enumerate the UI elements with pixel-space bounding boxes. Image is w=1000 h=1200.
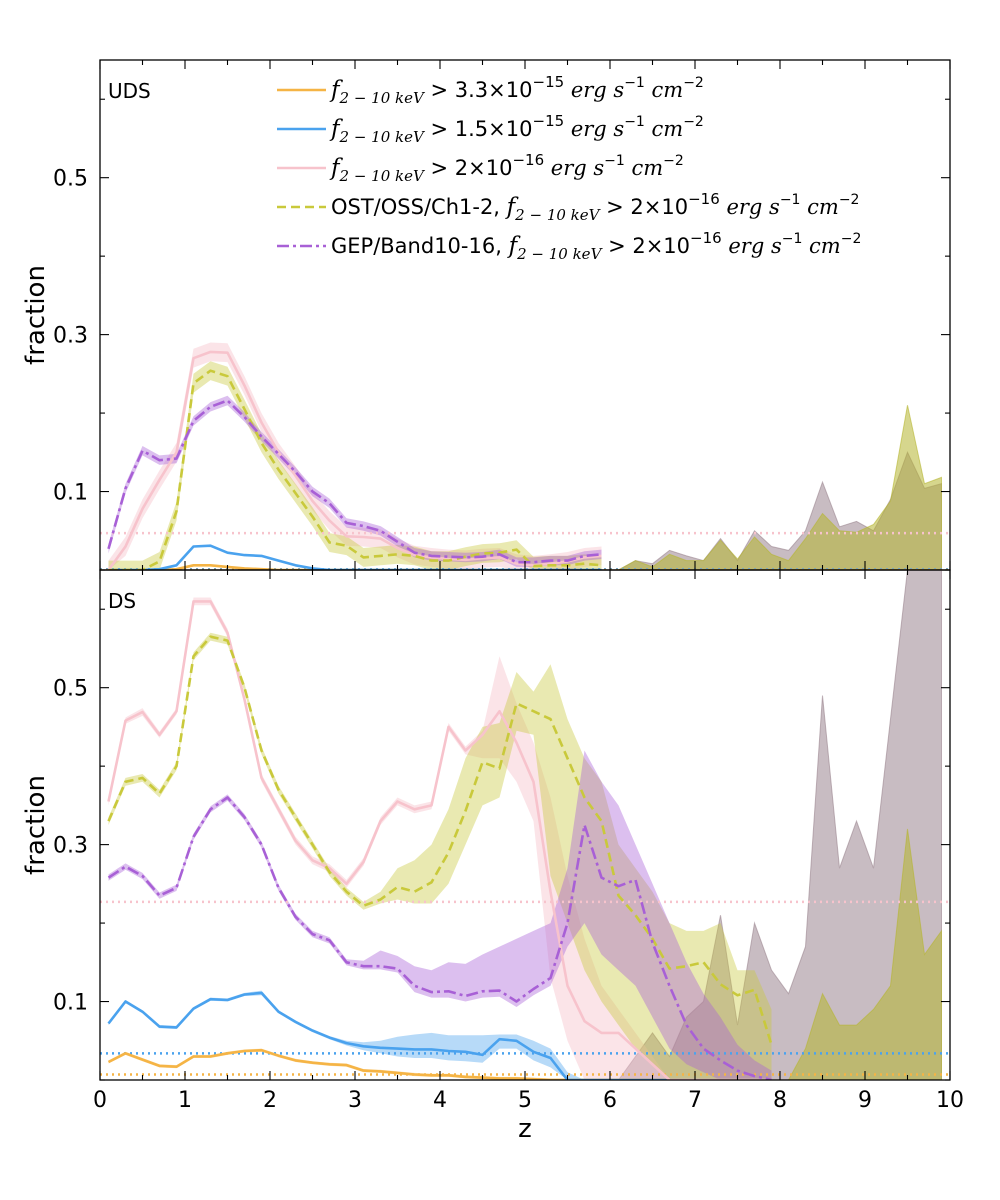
y-tick-label: 0.5 bbox=[53, 677, 88, 702]
y-tick-label: 0.3 bbox=[53, 324, 88, 349]
orange-legend-label: f2 − 10 keV > 3.3×10−15 erg s−1 cm−2 bbox=[329, 73, 704, 107]
olive-tail-band bbox=[584, 828, 942, 1080]
olive-legend-label: OST/OSS/Ch1-2, f2 − 10 keV > 2×10−16 erg… bbox=[331, 190, 859, 224]
olive-series-line bbox=[107, 635, 773, 1046]
y-tick-label: 0.1 bbox=[53, 991, 88, 1016]
purple-series-line bbox=[107, 796, 772, 1080]
olive-confidence-band bbox=[108, 632, 772, 1080]
blue-series-line bbox=[108, 544, 602, 570]
x-tick-label: 4 bbox=[433, 1088, 447, 1113]
purple-confidence-band bbox=[108, 750, 772, 1080]
panel-label: DS bbox=[108, 589, 136, 613]
x-axis-label: z bbox=[518, 1114, 532, 1144]
x-tick-label: 10 bbox=[936, 1088, 964, 1113]
pink-legend-label: f2 − 10 keV > 2×10−16 erg s−1 cm−2 bbox=[329, 151, 684, 185]
blue-series-line bbox=[107, 991, 772, 1080]
uds-panel: 0.1 0.3 0.5 fraction UDS bbox=[21, 59, 951, 571]
orange-series-line bbox=[108, 564, 602, 570]
plot-area bbox=[100, 570, 950, 1080]
x-tick-label: 1 bbox=[178, 1088, 192, 1113]
x-tick-label: 2 bbox=[263, 1088, 277, 1113]
plot-area bbox=[100, 342, 950, 570]
olive-tail-band bbox=[618, 405, 942, 570]
panel-label: UDS bbox=[108, 79, 151, 103]
purple-series-line bbox=[107, 399, 602, 564]
x-tick-label: 6 bbox=[603, 1088, 617, 1113]
y-tick-label: 0.3 bbox=[53, 834, 88, 859]
y-axis-label: fraction bbox=[21, 265, 51, 365]
x-tick-label: 8 bbox=[773, 1088, 787, 1113]
x-tick-label: 3 bbox=[348, 1088, 362, 1113]
legend: f2 − 10 keV > 3.3×10−15 erg s−1 cm−2 f2 −… bbox=[277, 73, 861, 263]
y-tick-label: 0.5 bbox=[53, 167, 88, 192]
pink-series-line bbox=[107, 350, 602, 570]
x-tick-label: 9 bbox=[858, 1088, 872, 1113]
y-axis-label: fraction bbox=[21, 775, 51, 875]
x-tick-label: 7 bbox=[688, 1088, 702, 1113]
olive-series-line bbox=[108, 369, 602, 570]
x-tick-label: 5 bbox=[518, 1088, 532, 1113]
taupe-tail-band bbox=[584, 570, 942, 1080]
blue-legend-label: f2 − 10 keV > 1.5×10−15 erg s−1 cm−2 bbox=[329, 112, 704, 146]
pink-series-line bbox=[107, 600, 772, 1080]
x-tick-label: 0 bbox=[93, 1088, 107, 1113]
ds-panel: 0.1 0.3 0.5 fraction DS 0 1 2 3 4 5 6 7 8 9 10 bbox=[21, 569, 964, 1113]
y-tick-label: 0.1 bbox=[53, 481, 88, 506]
blue-confidence-band bbox=[108, 990, 772, 1080]
purple-legend-label: GEP/Band10-16, f2 − 10 keV > 2×10−16 erg… bbox=[331, 229, 861, 263]
